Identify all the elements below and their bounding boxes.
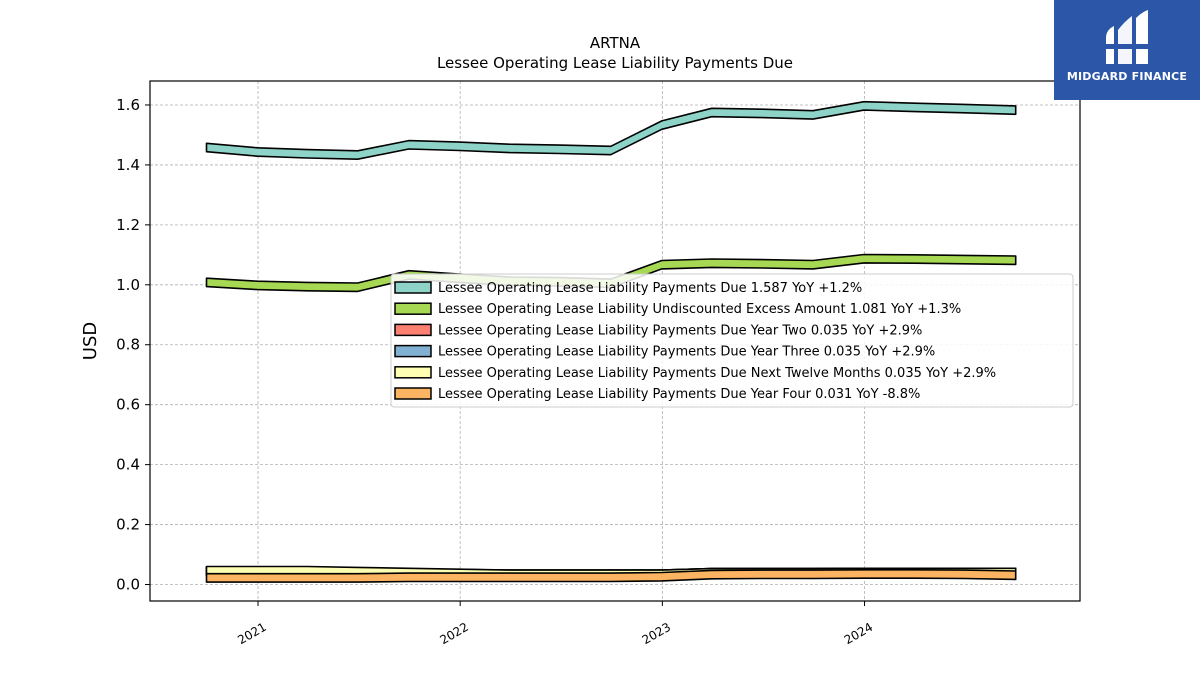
y-tick-label: 1.0 — [116, 276, 140, 294]
legend-label: Lessee Operating Lease Liability Undisco… — [438, 302, 961, 317]
y-tick-label: 0.6 — [116, 396, 140, 414]
brand-mark-icon — [1106, 10, 1148, 64]
y-tick-label: 1.4 — [116, 156, 140, 174]
legend-swatch — [394, 344, 432, 358]
legend-label: Lessee Operating Lease Liability Payment… — [438, 323, 922, 338]
y-tick-label: 1.2 — [116, 216, 140, 234]
y-tick-label: 0.4 — [116, 456, 140, 474]
chart-subtitle: Lessee Operating Lease Liability Payment… — [437, 54, 793, 72]
legend-label: Lessee Operating Lease Liability Payment… — [438, 366, 996, 381]
plot-frame — [149, 80, 1081, 602]
legend: Lessee Operating Lease Liability Payment… — [390, 273, 1074, 408]
x-tick-label: 2024 — [842, 620, 875, 647]
axes: 0.0 0.2 0.4 0.6 0.8 1.0 1.2 1.4 1.6 2021 2022 2023 2… — [116, 96, 875, 647]
y-tick-label: 0.2 — [116, 516, 140, 534]
chart-title: ARTNA — [590, 34, 641, 52]
legend-swatch — [394, 281, 432, 294]
y-tick-label: 0.0 — [116, 576, 140, 594]
legend-label: Lessee Operating Lease Liability Payment… — [438, 345, 935, 360]
series-band — [205, 100, 1017, 160]
y-axis-label: USD — [80, 322, 101, 360]
x-tick-label: 2023 — [640, 620, 673, 647]
series-band — [205, 568, 1017, 583]
legend-swatch — [394, 323, 432, 337]
y-tick-label: 1.6 — [116, 96, 140, 114]
legend-box — [390, 273, 1074, 408]
brand-logo: MIDGARD FINANCE — [1054, 0, 1200, 100]
brand-name: MIDGARD FINANCE — [1066, 70, 1188, 83]
x-tick-label: 2021 — [235, 620, 268, 647]
legend-label: Lessee Operating Lease Liability Payment… — [438, 281, 862, 296]
x-tick-label: 2022 — [437, 620, 470, 647]
legend-swatch — [394, 366, 432, 379]
legend-swatch — [394, 302, 432, 315]
legend-swatch — [394, 387, 432, 400]
y-tick-label: 0.8 — [116, 336, 140, 354]
legend-label: Lessee Operating Lease Liability Payment… — [438, 387, 920, 402]
